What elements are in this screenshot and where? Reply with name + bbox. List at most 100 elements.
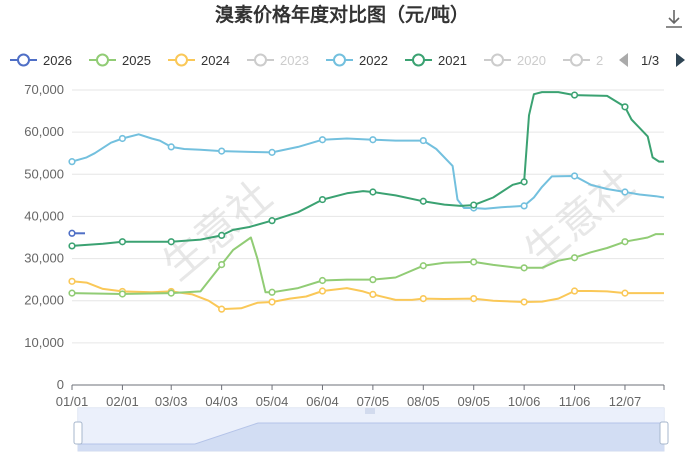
legend-item-2019[interactable]: 2019 bbox=[563, 53, 625, 68]
legend-item-2023[interactable]: 2023 bbox=[247, 53, 309, 68]
data-point[interactable] bbox=[369, 136, 377, 144]
legend-item-2025[interactable]: 2025 bbox=[89, 53, 151, 68]
data-point[interactable] bbox=[520, 202, 528, 210]
data-point[interactable] bbox=[369, 290, 377, 298]
datazoom-handle-right[interactable] bbox=[659, 421, 669, 445]
data-point[interactable] bbox=[621, 103, 629, 111]
legend-pager: 1/3 bbox=[619, 53, 685, 68]
x-tick-label: 03/03 bbox=[155, 394, 188, 409]
data-point[interactable] bbox=[369, 276, 377, 284]
series-2024[interactable] bbox=[68, 277, 664, 313]
data-point[interactable] bbox=[68, 289, 76, 297]
data-point[interactable] bbox=[218, 260, 226, 269]
legend-symbol bbox=[254, 53, 267, 67]
data-point[interactable] bbox=[470, 258, 478, 266]
x-tick-label: 11/06 bbox=[559, 394, 591, 409]
data-point[interactable] bbox=[570, 91, 579, 99]
x-tick-label: 07/05 bbox=[357, 394, 390, 409]
data-point[interactable] bbox=[570, 254, 579, 262]
datazoom-slider[interactable] bbox=[73, 407, 669, 452]
data-point[interactable] bbox=[218, 231, 226, 239]
download-icon[interactable] bbox=[666, 10, 682, 28]
y-tick-label: 60,000 bbox=[24, 124, 64, 139]
data-point[interactable] bbox=[218, 305, 226, 313]
datazoom-handle-left[interactable] bbox=[73, 421, 83, 445]
triangle-left-icon[interactable] bbox=[619, 53, 628, 67]
data-point[interactable] bbox=[68, 242, 76, 250]
data-point[interactable] bbox=[268, 288, 276, 296]
datazoom-drag-grip[interactable] bbox=[365, 408, 375, 414]
chart-title: 溴素价格年度对比图（元/吨） bbox=[215, 3, 469, 26]
data-point[interactable] bbox=[118, 134, 127, 143]
series-2021[interactable] bbox=[68, 91, 664, 250]
series-layer bbox=[68, 91, 665, 313]
legend-item-2024[interactable]: 2024 bbox=[168, 53, 230, 68]
data-point[interactable] bbox=[318, 276, 327, 285]
legend-symbol bbox=[570, 53, 583, 67]
data-point[interactable] bbox=[419, 295, 427, 303]
legend-symbol bbox=[412, 53, 425, 67]
data-point[interactable] bbox=[570, 287, 579, 295]
data-point[interactable] bbox=[268, 217, 276, 225]
legend-symbol bbox=[175, 53, 188, 67]
data-point[interactable] bbox=[268, 148, 276, 156]
data-point[interactable] bbox=[318, 136, 327, 144]
data-point[interactable] bbox=[621, 238, 629, 246]
series-2025[interactable] bbox=[68, 233, 664, 298]
legend-item-2021[interactable]: 2021 bbox=[405, 53, 467, 68]
legend-symbol bbox=[491, 53, 504, 67]
x-tick-label: 02/01 bbox=[106, 394, 139, 409]
watermark: 生意社 生意社 bbox=[153, 159, 643, 290]
data-point[interactable] bbox=[520, 264, 528, 272]
data-point[interactable] bbox=[167, 143, 175, 151]
data-point[interactable] bbox=[118, 290, 127, 298]
watermark-text-right: 生意社 bbox=[515, 159, 643, 278]
legend-label: 2022 bbox=[359, 53, 388, 68]
data-point[interactable] bbox=[167, 238, 175, 246]
data-point[interactable] bbox=[621, 188, 629, 196]
data-point[interactable] bbox=[318, 195, 327, 204]
x-tick-label: 05/04 bbox=[256, 394, 289, 409]
legend-label: 2019 bbox=[596, 53, 625, 68]
data-point[interactable] bbox=[268, 298, 276, 306]
x-axis: 01/01 02/01 03/03 04/03 05/04 06/04 07/05 08/05… bbox=[56, 384, 665, 409]
data-point[interactable] bbox=[419, 262, 427, 270]
y-tick-label: 40,000 bbox=[24, 208, 64, 223]
x-tick-label: 08/05 bbox=[407, 394, 440, 409]
y-tick-label: 50,000 bbox=[24, 166, 64, 181]
legend-label: 2020 bbox=[517, 53, 546, 68]
legend-item-2020[interactable]: 2020 bbox=[484, 53, 546, 68]
legend-item-2026[interactable]: 2026 bbox=[10, 53, 72, 68]
legend-symbol bbox=[333, 53, 346, 67]
x-tick-label: 10/06 bbox=[508, 394, 541, 409]
data-point[interactable] bbox=[570, 172, 579, 180]
data-point[interactable] bbox=[167, 289, 175, 297]
legend-item-2022[interactable]: 2022 bbox=[326, 53, 388, 68]
data-point[interactable] bbox=[68, 277, 76, 285]
data-point[interactable] bbox=[520, 298, 528, 306]
legend-label: 2025 bbox=[122, 53, 151, 68]
data-point[interactable] bbox=[218, 147, 226, 155]
series-line-2024 bbox=[71, 280, 664, 311]
data-point[interactable] bbox=[470, 295, 478, 303]
data-point[interactable] bbox=[419, 197, 427, 205]
data-point[interactable] bbox=[68, 158, 76, 166]
data-point[interactable] bbox=[419, 136, 427, 145]
legend-symbol bbox=[96, 53, 109, 67]
triangle-right-icon[interactable] bbox=[676, 53, 685, 67]
data-point[interactable] bbox=[470, 201, 478, 209]
data-point[interactable] bbox=[68, 229, 76, 237]
legend-label: 2021 bbox=[438, 53, 467, 68]
datazoom-preview-area bbox=[78, 423, 664, 451]
y-tick-label: 70,000 bbox=[24, 82, 64, 97]
data-point[interactable] bbox=[621, 289, 629, 297]
y-tick-label: 0 bbox=[57, 377, 64, 392]
data-point[interactable] bbox=[118, 238, 127, 246]
series-2022[interactable] bbox=[68, 133, 665, 212]
series-2026[interactable] bbox=[68, 229, 85, 237]
data-point[interactable] bbox=[318, 287, 327, 295]
y-tick-label: 20,000 bbox=[24, 293, 64, 308]
data-point[interactable] bbox=[369, 188, 377, 196]
data-point[interactable] bbox=[520, 178, 528, 186]
